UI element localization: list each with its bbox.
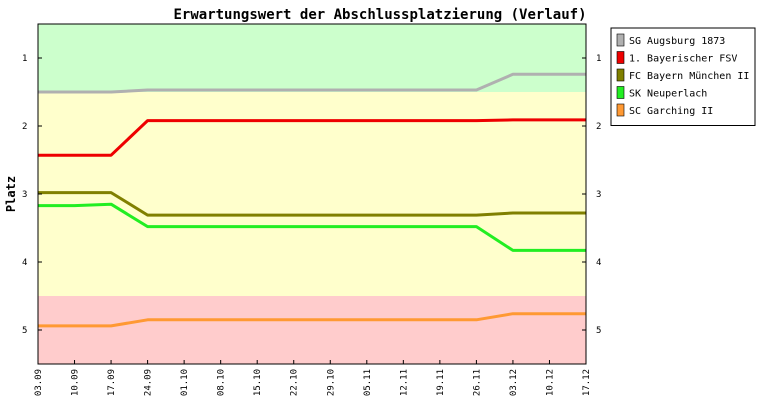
legend: SG Augsburg 1873 1. Bayerischer FSV FC Bay… bbox=[610, 27, 756, 126]
legend-swatch-1 bbox=[616, 33, 625, 47]
y-axis-label: Platz bbox=[4, 176, 18, 212]
legend-box bbox=[610, 27, 756, 126]
x-tick-label: 12.11 bbox=[399, 369, 409, 396]
x-tick-label: 29.10 bbox=[326, 369, 336, 396]
legend-label-2: 1. Bayerischer FSV bbox=[629, 54, 737, 65]
x-tick-label: 24.09 bbox=[144, 369, 154, 396]
legend-swatch-2 bbox=[616, 51, 625, 64]
y-axis-ticks: 1 1 2 2 3 3 4 4 5 5 bbox=[22, 54, 601, 336]
y-tick-label-right: 5 bbox=[596, 326, 601, 336]
y-tick-label-left: 3 bbox=[22, 190, 27, 200]
legend-label-5: SC Garching II bbox=[629, 106, 713, 117]
y-tick-label-right: 3 bbox=[596, 190, 601, 200]
y-tick-label-left: 1 bbox=[22, 54, 27, 64]
x-tick-label: 22.10 bbox=[290, 369, 300, 396]
x-tick-label: 05.11 bbox=[363, 369, 373, 396]
x-tick-label: 10.12 bbox=[545, 369, 555, 396]
legend-swatch-5 bbox=[616, 103, 625, 117]
legend-swatch-3 bbox=[616, 68, 625, 82]
x-tick-label: 26.11 bbox=[472, 369, 482, 396]
zone-bands bbox=[38, 24, 586, 364]
zone-band-3 bbox=[38, 296, 586, 364]
legend-label-1: SG Augsburg 1873 bbox=[629, 36, 725, 47]
x-tick-label: 17.09 bbox=[107, 369, 117, 396]
x-tick-label: 08.10 bbox=[217, 369, 227, 396]
x-tick-label: 01.10 bbox=[180, 369, 190, 396]
y-tick-label-left: 5 bbox=[22, 326, 27, 336]
series-lines bbox=[38, 72, 586, 328]
x-tick-label: 10.09 bbox=[71, 369, 81, 396]
x-tick-label: 17.12 bbox=[582, 369, 592, 396]
x-tick-label: 19.11 bbox=[436, 369, 446, 396]
series-line-5 bbox=[38, 312, 586, 328]
y-tick-label-right: 2 bbox=[596, 122, 601, 132]
series-line-2 bbox=[38, 118, 586, 157]
legend-label-3: FC Bayern München II bbox=[629, 71, 749, 82]
series-line-1 bbox=[38, 72, 586, 94]
x-tick-label: 03.09 bbox=[34, 369, 44, 396]
zone-band-1 bbox=[38, 24, 586, 92]
x-tick-label: 03.12 bbox=[509, 369, 519, 396]
x-axis-ticks: 03.09 10.09 17.09 24.09 01.10 08.10 15.10 22.10… bbox=[34, 360, 592, 396]
y-tick-label-left: 2 bbox=[22, 122, 27, 132]
chart-title: Erwartungswert der Abschlussplatzierung … bbox=[173, 7, 586, 23]
x-tick-label: 15.10 bbox=[253, 369, 263, 396]
series-line-3 bbox=[38, 191, 586, 217]
legend-swatch-4 bbox=[616, 86, 625, 99]
legend-label-4: SK Neuperlach bbox=[629, 89, 707, 100]
y-tick-label-right: 4 bbox=[596, 258, 601, 268]
zone-band-2 bbox=[38, 92, 586, 296]
series-line-4 bbox=[38, 202, 586, 252]
y-tick-label-right: 1 bbox=[596, 54, 601, 64]
y-tick-label-left: 4 bbox=[22, 258, 27, 268]
